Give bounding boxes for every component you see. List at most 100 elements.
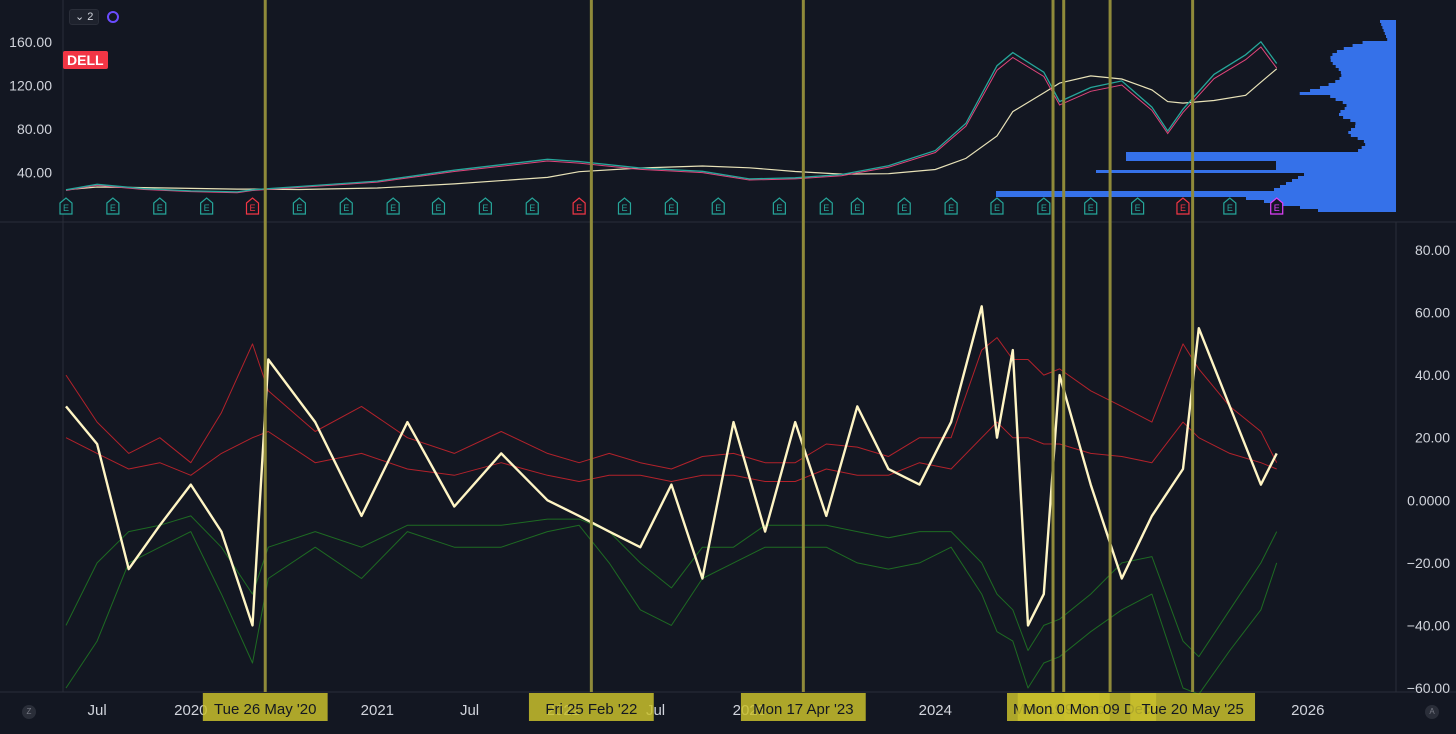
timezone-toggle[interactable]: Z [22, 705, 36, 719]
lower-band-inner [65, 515, 1278, 658]
earnings-icon [850, 197, 864, 215]
volume-profile-bar [1264, 200, 1396, 203]
volume-profile-bar [1339, 77, 1396, 80]
volume-profile-bar [1126, 152, 1396, 155]
sync-icon[interactable] [107, 11, 120, 23]
volume-profile-bar [1381, 23, 1396, 26]
volume-profile-bar [1340, 110, 1396, 113]
earnings-icon [711, 197, 725, 215]
earnings-icon-label: E [1088, 203, 1094, 213]
volume-profile-bar [996, 194, 1396, 197]
time-axis-label: 2024 [919, 702, 952, 719]
volume-profile-bar [1340, 71, 1396, 74]
volume-profile-bar [1298, 176, 1396, 179]
earnings-icon [944, 197, 958, 215]
volume-profile-bar [1355, 125, 1396, 128]
earnings-icon [200, 197, 214, 215]
volume-profile-bar [1276, 164, 1396, 167]
earnings-icon-label: E [668, 203, 674, 213]
time-axis-label: Jul [460, 702, 479, 719]
price-axis[interactable]: 160.00 120.00 80.00 40.00 [9, 34, 52, 181]
volume-profile-bar [1276, 161, 1396, 164]
volume-profile-bar [1335, 80, 1396, 83]
volume-profile-bar [1310, 89, 1396, 92]
volume-profile-bar [1350, 134, 1396, 137]
volume-profile-bar [1365, 143, 1396, 146]
vertical-marker-label: Tue 26 May '20 [214, 701, 316, 718]
oscillator-axis-label: 40.00 [1415, 367, 1450, 383]
price-axis-label: 160.00 [9, 34, 52, 50]
earnings-icon [772, 197, 786, 215]
time-axis-label: 2021 [361, 702, 394, 719]
volume-profile-bar [1352, 44, 1396, 47]
vertical-marker-label: Fri 25 Feb '22 [545, 701, 637, 718]
earnings-icon-label: E [854, 203, 860, 213]
vertical-marker-labels: Tue 26 May '20 Fri 25 Feb '22 Mon 17 Apr '… [202, 693, 1256, 721]
earnings-icon-label: E [390, 203, 396, 213]
vertical-marker-label-bg [740, 693, 866, 721]
earnings-icon-label: E [576, 203, 582, 213]
volume-profile-bar [1384, 32, 1396, 35]
earnings-icon [431, 197, 446, 215]
volume-profile-bar [1282, 203, 1396, 206]
earnings-icon-label: E [901, 203, 907, 213]
time-axis-label: 2020 [174, 702, 207, 719]
volume-profile-bar [1382, 26, 1396, 29]
earnings-icon [1037, 197, 1051, 215]
time-axis-label: 2026 [1291, 702, 1324, 719]
volume-profile-bar [1338, 68, 1396, 71]
vertical-marker-label-bg [528, 693, 654, 721]
earnings-icon [1131, 197, 1145, 215]
vertical-marker-label-bg [1130, 693, 1256, 721]
volume-profile-bar [1363, 140, 1396, 143]
legend-bar: ⌄ 2 [69, 9, 120, 25]
earnings-icon [990, 197, 1004, 215]
volume-profile-bar [1348, 131, 1396, 134]
volume-profile-bar [1330, 59, 1396, 62]
volume-profile-bar [1126, 158, 1396, 161]
collapse-indicators-button[interactable]: ⌄ 2 [69, 9, 100, 25]
earnings-icon [525, 197, 539, 215]
volume-profile-bar [1332, 53, 1396, 56]
volume-profile-bar [1246, 197, 1396, 200]
earnings-icon [897, 197, 911, 215]
earnings-icon [617, 197, 632, 215]
earnings-icon [819, 197, 833, 215]
earnings-icon [1084, 197, 1098, 215]
earnings-icon-label: E [204, 203, 210, 213]
upper-band-outer [65, 337, 1278, 470]
earnings-icon-label: E [994, 203, 1000, 213]
volume-profile-bar [996, 191, 1396, 194]
earnings-icon-label: E [621, 203, 627, 213]
earnings-icon [386, 197, 400, 215]
volume-profile-bar [1341, 74, 1396, 77]
volume-profile-bar [1383, 29, 1396, 32]
oscillator-axis[interactable]: 80.00 60.00 40.00 20.00 0.0000 −20.00 −40.00 −6… [1407, 242, 1450, 696]
oscillator-pane[interactable] [65, 305, 1278, 695]
price-axis-label: 40.00 [17, 164, 52, 180]
price-pane[interactable] [65, 40, 1278, 194]
volume-profile-bar [1319, 86, 1396, 89]
volume-profile-bar [1357, 137, 1396, 140]
auto-scale-toggle[interactable]: A [1425, 705, 1439, 719]
volume-profile-bar [1355, 122, 1396, 125]
volume-profile-bar [1362, 41, 1396, 44]
earnings-icon-label: E [776, 203, 782, 213]
volume-profile-bar [1342, 101, 1396, 104]
volume-profile-bar [1280, 185, 1396, 188]
time-axis-label: Jul [87, 702, 106, 719]
volume-profile-bar [1380, 20, 1396, 23]
earnings-icon-label: E [343, 203, 349, 213]
earnings-icon-label: E [1180, 203, 1186, 213]
oscillator-axis-label: 20.00 [1415, 430, 1450, 446]
earnings-icon [664, 197, 678, 215]
volume-profile-bar [1096, 170, 1396, 173]
earnings-icon-label: E [529, 203, 535, 213]
symbol-label: DELL [63, 51, 108, 69]
vertical-marker-label: Tue 20 May '25 [1141, 701, 1243, 718]
earnings-icon [245, 197, 260, 215]
earnings-icon-label: E [110, 203, 116, 213]
